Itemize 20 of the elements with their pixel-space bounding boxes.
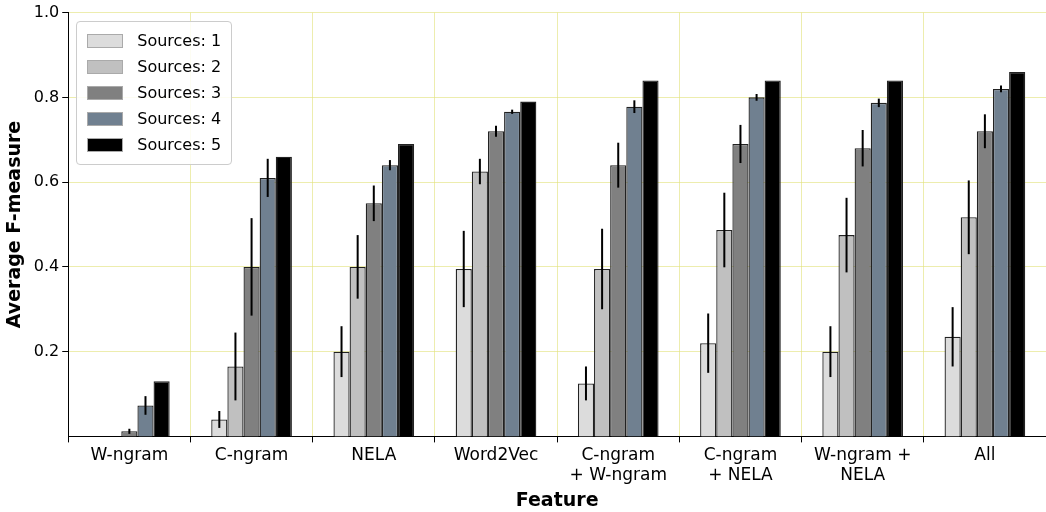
y-axis-title: Average F-measure bbox=[2, 120, 25, 329]
y-tick-label: 0.6 bbox=[33, 171, 60, 191]
legend-label: Sources: 5 bbox=[137, 135, 222, 155]
y-tick-label: 0.4 bbox=[33, 256, 60, 276]
x-tick-label: C-ngram + W-ngram bbox=[569, 444, 667, 485]
x-tick-label: All bbox=[974, 444, 996, 465]
legend-label: Sources: 2 bbox=[137, 57, 222, 77]
legend-label: Sources: 4 bbox=[137, 109, 222, 129]
x-tick-label: Word2Vec bbox=[453, 444, 539, 465]
y-tick-label: 0.8 bbox=[33, 86, 60, 106]
y-tick-label: 1.0 bbox=[33, 1, 60, 21]
x-tick-label: NELA bbox=[351, 444, 397, 465]
x-tick-label: W-ngram + NELA bbox=[813, 444, 912, 485]
legend-label: Sources: 1 bbox=[137, 31, 222, 51]
y-tick-label: 0.2 bbox=[33, 340, 60, 360]
x-axis-title: Feature bbox=[515, 487, 599, 510]
x-tick-label: C-ngram bbox=[214, 444, 289, 465]
legend-label: Sources: 3 bbox=[137, 83, 222, 103]
x-tick-label: W-ngram bbox=[90, 444, 169, 465]
x-tick-label: C-ngram + NELA bbox=[703, 444, 778, 485]
